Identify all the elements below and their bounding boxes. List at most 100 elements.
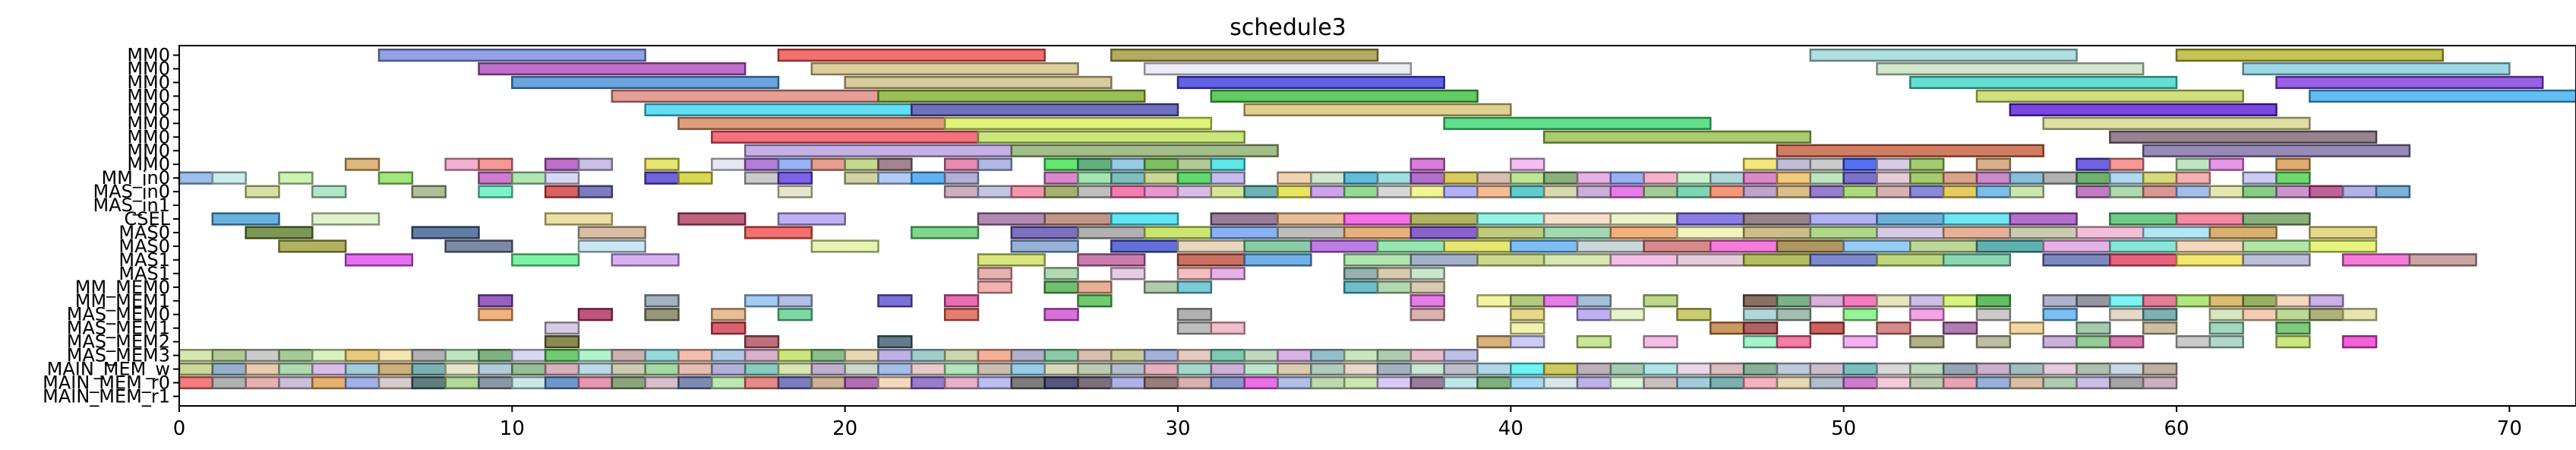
gantt-bar	[1110, 348, 1146, 363]
gantt-bar	[1343, 185, 1379, 198]
gantt-bar	[1176, 185, 1213, 198]
gantt-bar	[1010, 226, 1079, 239]
gantt-bar	[411, 185, 447, 198]
gantt-bar	[2042, 116, 2311, 130]
gantt-bar	[1975, 376, 2012, 390]
gantt-bar	[1709, 322, 1745, 335]
gantt-bar	[1776, 185, 1812, 198]
gantt-bar	[1176, 362, 1213, 376]
gantt-bar	[711, 376, 747, 390]
y-tick-label: MAIN_MEM_r0	[43, 372, 170, 393]
gantt-bar	[2208, 157, 2244, 171]
y-tick-label: MM0	[127, 85, 170, 106]
gantt-bar	[411, 226, 480, 239]
gantt-bar	[943, 348, 980, 363]
gantt-bar	[1343, 212, 1413, 226]
gantt-bar	[2175, 335, 2211, 349]
gantt-bar	[511, 348, 547, 363]
gantt-bar	[2142, 171, 2178, 185]
gantt-bar	[1010, 362, 1046, 376]
gantt-bar	[577, 239, 646, 253]
gantt-bar	[1277, 348, 1312, 363]
gantt-bar	[1176, 348, 1213, 363]
gantt-bar	[644, 308, 680, 322]
gantt-bar	[1077, 362, 1113, 376]
gantt-bar	[377, 48, 646, 62]
gantt-bar	[2309, 89, 2576, 103]
gantt-bar	[1176, 239, 1245, 253]
gantt-bar	[211, 212, 280, 226]
gantt-bar	[943, 376, 980, 390]
gantt-bar	[877, 157, 913, 171]
gantt-bar	[677, 212, 747, 226]
gantt-bar	[743, 376, 780, 390]
gantt-bar	[1909, 239, 1978, 253]
gantt-bar	[977, 362, 1013, 376]
gantt-bar	[943, 294, 980, 308]
gantt-bar	[1975, 185, 2012, 198]
gantt-bar	[1277, 171, 1312, 185]
gantt-bar	[1510, 362, 1545, 376]
gantt-bar	[1110, 239, 1179, 253]
gantt-bar	[1742, 362, 1779, 376]
gantt-bar	[1476, 226, 1545, 239]
gantt-bar	[2275, 185, 2311, 198]
gantt-bar	[2242, 294, 2278, 308]
gantt-bar	[311, 376, 347, 390]
gantt-bar	[2208, 294, 2244, 308]
gantt-bar	[1609, 171, 1645, 185]
gantt-bar	[943, 116, 1213, 130]
gantt-bar	[1043, 348, 1079, 363]
gantt-bar	[644, 171, 680, 185]
gantt-bar	[1476, 171, 1512, 185]
gantt-bar	[544, 157, 580, 171]
gantt-bar	[1176, 75, 1445, 90]
gantt-bar	[677, 376, 713, 390]
gantt-bar	[911, 362, 946, 376]
gantt-bar	[1876, 294, 1911, 308]
gantt-bar	[777, 294, 813, 308]
y-tick-label: MAS1	[118, 249, 170, 271]
x-tick-label: 10	[500, 417, 525, 440]
gantt-bar	[1043, 308, 1079, 322]
gantt-bar	[1110, 212, 1179, 226]
gantt-bar	[743, 335, 780, 349]
gantt-bar	[1609, 376, 1645, 390]
gantt-bar	[1942, 294, 1978, 308]
gantt-bar	[2076, 335, 2111, 349]
gantt-bar	[2408, 253, 2477, 267]
gantt-bar	[1676, 376, 1712, 390]
gantt-bar	[211, 376, 247, 390]
gantt-bar	[1776, 239, 1845, 253]
gantt-bar	[2142, 226, 2211, 239]
gantt-bar	[1776, 308, 1812, 322]
gantt-bar	[411, 376, 447, 390]
gantt-bar	[1975, 171, 2012, 185]
gantt-bar	[2175, 212, 2244, 226]
gantt-bar	[2275, 335, 2311, 349]
gantt-bar	[911, 376, 946, 390]
gantt-bar	[1542, 226, 1612, 239]
gantt-bar	[178, 362, 214, 376]
gantt-bar	[1909, 376, 1945, 390]
gantt-bar	[777, 157, 813, 171]
y-tick-label: MM0	[127, 126, 170, 147]
gantt-bar	[1609, 308, 1645, 322]
gantt-bar	[1043, 267, 1079, 280]
gantt-bar	[1277, 226, 1346, 239]
gantt-bar	[1310, 171, 1346, 185]
gantt-bar	[2042, 335, 2078, 349]
gantt-bar	[844, 75, 1113, 90]
gantt-bar	[611, 362, 646, 376]
gantt-bar	[1842, 376, 1878, 390]
gantt-bar	[1510, 171, 1545, 185]
gantt-bar	[1909, 75, 2178, 90]
gantt-bar	[1776, 362, 1812, 376]
gantt-bar	[1776, 294, 1812, 308]
gantt-bar	[977, 212, 1046, 226]
gantt-bar	[810, 376, 846, 390]
gantt-bar	[844, 157, 879, 171]
gantt-bar	[2076, 376, 2111, 390]
gantt-bar	[2009, 212, 2078, 226]
